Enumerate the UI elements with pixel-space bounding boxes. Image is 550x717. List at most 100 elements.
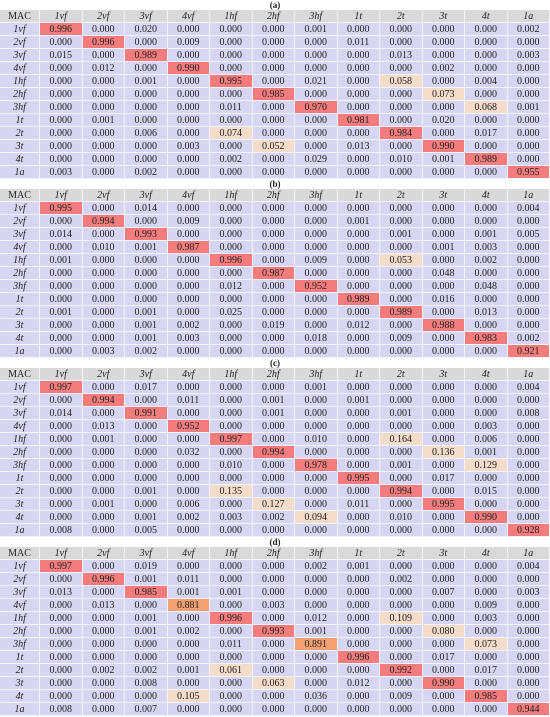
row-label: 2hf [0, 446, 40, 459]
value-cell: 0.000 [337, 23, 380, 36]
row-label: 1t [0, 651, 40, 664]
header-cell: 3t [422, 547, 465, 560]
row-label: 1vf [0, 202, 40, 215]
value-cell: 0.000 [125, 215, 168, 228]
value-cell: 0.000 [337, 511, 380, 524]
value-cell: 0.000 [507, 651, 550, 664]
header-cell: 1vf [40, 368, 83, 381]
value-cell: 0.990 [422, 140, 465, 153]
header-cell: 3vf [125, 547, 168, 560]
row-label: 1hf [0, 612, 40, 625]
value-cell: 0.000 [82, 511, 125, 524]
value-cell: 0.000 [465, 62, 508, 75]
value-cell: 0.000 [295, 49, 338, 62]
value-cell: 0.000 [380, 560, 423, 573]
value-cell: 0.006 [125, 127, 168, 140]
header-cell: 1a [507, 189, 550, 202]
value-cell: 0.036 [295, 690, 338, 703]
value-cell: 0.001 [125, 625, 168, 638]
value-cell: 0.001 [422, 241, 465, 254]
value-cell: 0.000 [507, 254, 550, 267]
value-cell: 0.000 [422, 280, 465, 293]
value-cell: 0.000 [422, 560, 465, 573]
value-cell: 0.000 [465, 319, 508, 332]
value-cell: 0.000 [125, 459, 168, 472]
value-cell: 0.000 [252, 345, 295, 358]
value-cell: 0.000 [422, 407, 465, 420]
value-cell: 0.000 [40, 664, 83, 677]
value-cell: 0.000 [507, 140, 550, 153]
value-cell: 0.000 [465, 407, 508, 420]
value-cell: 0.000 [422, 612, 465, 625]
header-cell: 2vf [82, 547, 125, 560]
value-cell: 0.009 [465, 599, 508, 612]
value-cell: 0.993 [125, 228, 168, 241]
value-cell: 0.002 [210, 153, 253, 166]
header-cell: 2vf [82, 189, 125, 202]
value-cell: 0.000 [252, 485, 295, 498]
row-label: 3vf [0, 586, 40, 599]
value-cell: 0.990 [167, 62, 210, 75]
value-cell: 0.000 [422, 511, 465, 524]
value-cell: 0.000 [167, 612, 210, 625]
value-cell: 0.000 [40, 267, 83, 280]
value-cell: 0.007 [125, 703, 168, 716]
value-cell: 0.003 [465, 420, 508, 433]
header-cell: 1t [337, 368, 380, 381]
value-cell: 0.000 [252, 381, 295, 394]
value-cell: 0.001 [252, 394, 295, 407]
value-cell: 0.008 [507, 407, 550, 420]
value-cell: 0.000 [40, 625, 83, 638]
header-cell: 4t [465, 368, 508, 381]
value-cell: 0.000 [210, 49, 253, 62]
value-cell: 0.881 [167, 599, 210, 612]
value-cell: 0.003 [465, 612, 508, 625]
value-cell: 0.004 [507, 202, 550, 215]
value-cell: 0.000 [337, 433, 380, 446]
value-cell: 0.000 [252, 241, 295, 254]
value-cell: 0.012 [82, 62, 125, 75]
row-label: 1t [0, 293, 40, 306]
row-label: 4t [0, 511, 40, 524]
value-cell: 0.000 [82, 332, 125, 345]
value-cell: 0.001 [82, 114, 125, 127]
header-cell: 4vf [167, 368, 210, 381]
value-cell: 0.970 [295, 101, 338, 114]
value-cell: 0.993 [252, 625, 295, 638]
row-label: 3vf [0, 49, 40, 62]
value-cell: 0.000 [507, 459, 550, 472]
row-label: 4t [0, 153, 40, 166]
value-cell: 0.000 [210, 267, 253, 280]
value-cell: 0.001 [465, 446, 508, 459]
value-cell: 0.000 [82, 202, 125, 215]
value-cell: 0.000 [82, 166, 125, 179]
value-cell: 0.017 [125, 381, 168, 394]
row-label: 1hf [0, 254, 40, 267]
header-cell: 4vf [167, 10, 210, 23]
value-cell: 0.000 [167, 560, 210, 573]
value-cell: 0.129 [465, 459, 508, 472]
value-cell: 0.000 [422, 101, 465, 114]
value-cell: 0.000 [337, 49, 380, 62]
value-cell: 0.000 [167, 254, 210, 267]
value-cell: 0.000 [295, 703, 338, 716]
value-cell: 0.000 [40, 114, 83, 127]
value-cell: 0.014 [40, 228, 83, 241]
value-cell: 0.135 [210, 485, 253, 498]
header-cell: MAC [0, 547, 40, 560]
value-cell: 0.000 [210, 332, 253, 345]
header-cell: 1hf [210, 547, 253, 560]
value-cell: 0.000 [507, 677, 550, 690]
value-cell: 0.000 [380, 280, 423, 293]
row-label: 2hf [0, 625, 40, 638]
value-cell: 0.000 [40, 690, 83, 703]
value-cell: 0.000 [295, 166, 338, 179]
value-cell: 0.001 [337, 215, 380, 228]
value-cell: 0.010 [82, 241, 125, 254]
value-cell: 0.000 [465, 677, 508, 690]
header-cell: 2t [380, 10, 423, 23]
value-cell: 0.000 [380, 319, 423, 332]
mac-panel: (d) MAC 1vf 2vf 3vf 4vf 1hf 2hf 3hf 1t 2t 3t 4t 1a 1vf… [0, 537, 550, 716]
mac-table: MAC 1vf 2vf 3vf 4vf 1hf 2hf 3hf 1t 2t 3t 4t 1a 1vf 0.9… [0, 547, 550, 716]
